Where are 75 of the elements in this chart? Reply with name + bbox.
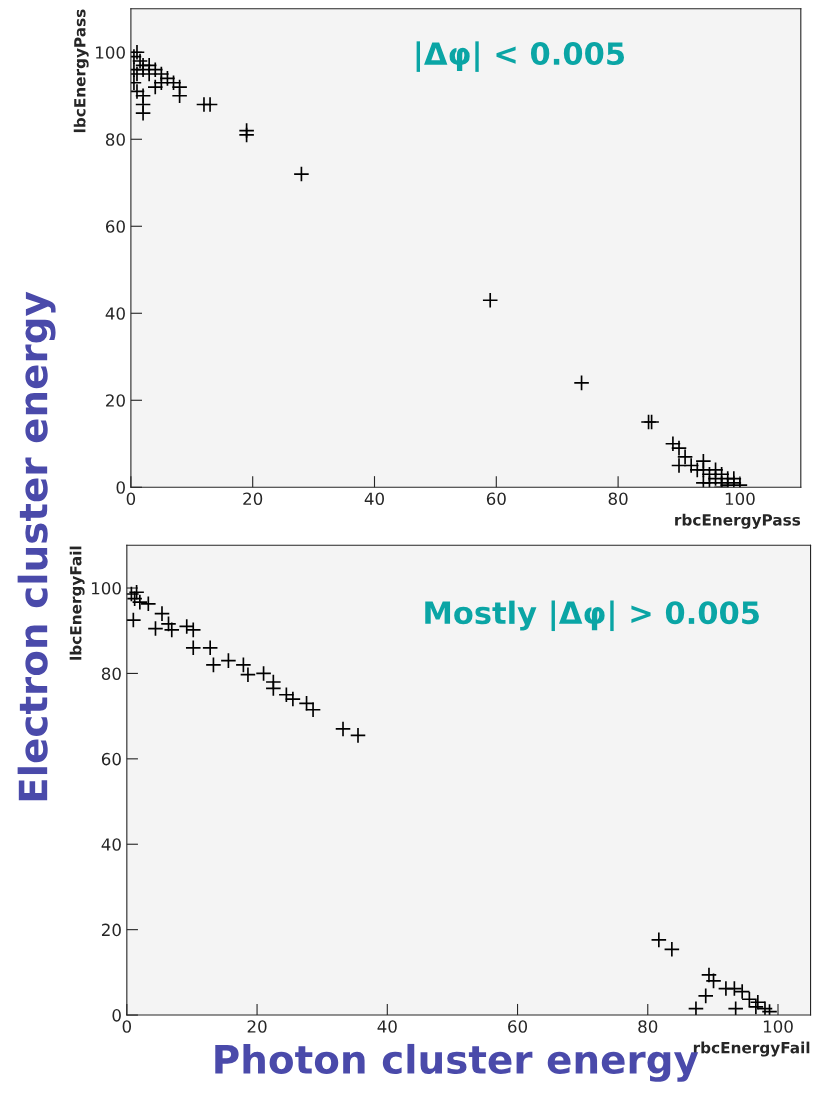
point (147, 620, 164, 637)
point (284, 690, 301, 708)
point (205, 656, 222, 674)
point (749, 994, 766, 1011)
x-tick-label: 0 (126, 492, 136, 506)
point (131, 593, 148, 611)
point (334, 720, 352, 738)
point (126, 590, 143, 607)
y-tick-label: 40 (101, 838, 121, 851)
point (238, 126, 255, 144)
point (239, 666, 257, 683)
point (126, 611, 142, 629)
point (278, 686, 295, 703)
point (165, 74, 182, 91)
x-tick-label: 20 (247, 1020, 267, 1033)
point (482, 292, 499, 309)
y-tick-label: 100 (91, 581, 121, 595)
point (670, 440, 688, 457)
point (697, 987, 714, 1004)
point (734, 983, 751, 1000)
y-tick-label: 60 (101, 752, 121, 766)
point (171, 87, 188, 104)
y-tick-label: 40 (105, 307, 125, 320)
y-axis-title: lbcEnergyPass (73, 9, 89, 133)
point (220, 652, 237, 669)
point (255, 665, 272, 682)
point (235, 656, 252, 674)
point (756, 1000, 774, 1016)
y-tick-label: 60 (105, 220, 125, 233)
point (134, 105, 152, 122)
point (265, 680, 282, 697)
point (185, 639, 202, 656)
point (663, 941, 680, 958)
y-axis-title: lbcEnergyFail (69, 546, 85, 660)
x-tick-label: 80 (608, 492, 628, 506)
text: Electron cluster energy (17, 291, 56, 801)
point (293, 165, 310, 183)
point (747, 998, 764, 1016)
point (185, 621, 202, 638)
point (298, 695, 315, 712)
y-tick-label: 20 (106, 394, 125, 407)
point (140, 595, 157, 612)
x-tick-label: 100 (725, 492, 755, 506)
point (128, 584, 145, 601)
point (130, 44, 146, 61)
point (573, 374, 590, 391)
annotation: |Δφ| < 0.005 (416, 41, 625, 72)
y-tick-label: 80 (105, 133, 125, 146)
y-tick-label: 0 (112, 1009, 121, 1022)
point (687, 1000, 705, 1016)
y-tick-label: 100 (96, 46, 125, 59)
point (201, 96, 219, 113)
y-tick-label: 0 (116, 481, 125, 494)
point (741, 991, 758, 1008)
x-tick-label: 80 (638, 1020, 658, 1033)
point (349, 727, 367, 744)
x-tick-label: 40 (364, 492, 384, 506)
y-tick-label: 80 (101, 667, 121, 680)
x-axis-title: rbcEnergyPass (675, 513, 801, 529)
x-tick-label: 60 (508, 1020, 528, 1033)
point (727, 1000, 744, 1016)
point (202, 639, 219, 656)
point (705, 972, 722, 990)
x-tick-label: 100 (763, 1020, 793, 1033)
x-tick-label: 60 (486, 492, 506, 506)
point (650, 931, 667, 949)
point (163, 621, 180, 638)
y-tick-label: 20 (101, 923, 121, 937)
point (726, 980, 743, 997)
point (153, 605, 171, 622)
point (178, 618, 195, 635)
x-tick-label: 40 (377, 1020, 397, 1033)
x-tick-label: 20 (243, 492, 263, 506)
point (304, 701, 322, 718)
annotation: Mostly |Δφ| > 0.005 (425, 600, 759, 632)
